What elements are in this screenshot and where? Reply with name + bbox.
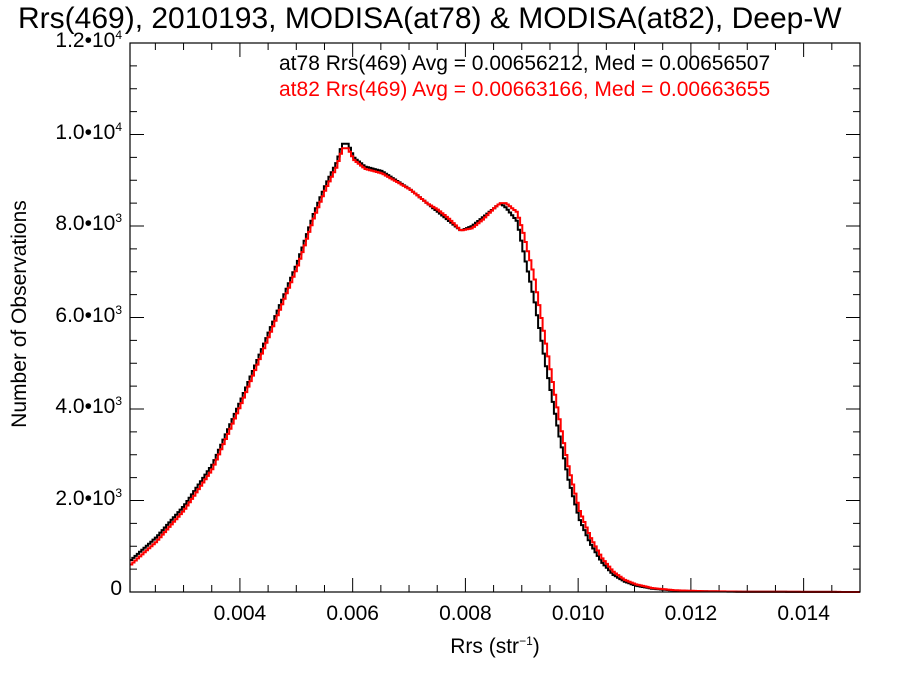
y-tick-label: 4.0•103 xyxy=(55,394,122,418)
x-tick-label: 0.006 xyxy=(326,602,379,625)
y-tick-label: 1.0•104 xyxy=(55,119,122,144)
axis-ticks xyxy=(130,42,861,593)
y-axis-label: Number of Observations xyxy=(8,200,31,428)
series-at82-line xyxy=(130,147,860,593)
x-axis-label-close: ) xyxy=(532,635,540,658)
y-tick-label: 1.2•104 xyxy=(55,28,122,52)
x-tick-label: 0.004 xyxy=(213,602,267,625)
x-tick-label: 0.008 xyxy=(439,602,492,625)
x-tick-label: 0.012 xyxy=(664,602,718,625)
x-axis-label-text: Rrs (str xyxy=(450,635,520,658)
plot-frame xyxy=(129,42,861,593)
y-tick-label: 8.0•103 xyxy=(55,211,122,235)
x-tick-label: 0.010 xyxy=(551,602,605,625)
y-tick-label: 6.0•103 xyxy=(55,302,122,327)
series-lines xyxy=(130,142,860,593)
y-tick-label: 2.0•103 xyxy=(55,485,122,510)
y-tick-label: 0 xyxy=(110,577,122,600)
annotation-at78: at78 Rrs(469) Avg = 0.00656212, Med = 0.… xyxy=(279,52,771,75)
x-axis-label-exponent: −1 xyxy=(519,634,533,648)
series-at78-line xyxy=(130,142,860,593)
chart-title: Rrs(469), 2010193, MODISA(at78) & MODISA… xyxy=(18,2,842,35)
x-tick-label: 0.014 xyxy=(777,602,830,625)
x-axis-label: Rrs (str−1) xyxy=(0,634,900,659)
annotation-at82: at82 Rrs(469) Avg = 0.00663166, Med = 0.… xyxy=(279,78,771,101)
